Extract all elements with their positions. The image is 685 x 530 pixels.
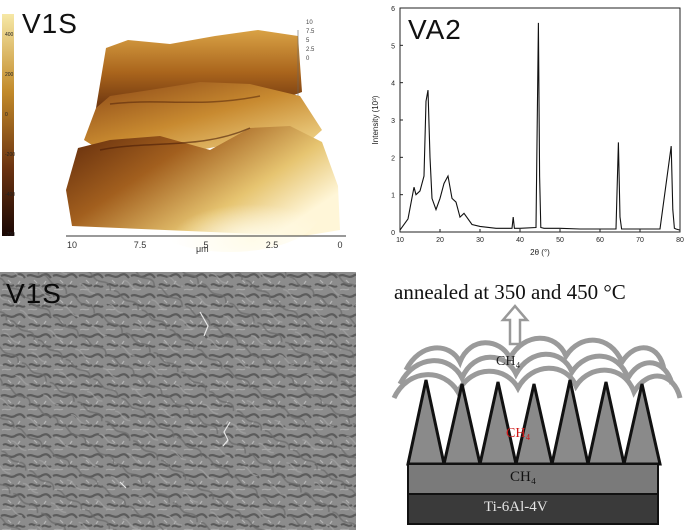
ch4-top-label: CH₄ xyxy=(496,354,521,369)
xrd-chart: 0 1 2 3 4 5 6 10 20 30 40 50 60 70 80 2θ (°) Intensity (… xyxy=(371,6,684,257)
afm-z-tick-label: 5 xyxy=(306,38,310,44)
xrd-y-tick-label: 6 xyxy=(391,6,395,13)
colorbar xyxy=(2,14,14,236)
xrd-x-tick-label: 20 xyxy=(436,237,444,244)
xrd-y-tick-label: 4 xyxy=(391,81,395,88)
afm-x-tick-label: 2.5 xyxy=(266,240,279,250)
colorbar-tick-label: 200 xyxy=(5,72,14,78)
ch4-middle-label: CH₄ xyxy=(506,426,531,441)
xrd-y-tick-label: 1 xyxy=(391,193,395,200)
afm-x-unit: μm xyxy=(196,244,209,254)
sem-sample-label: V1S xyxy=(6,278,62,309)
colorbar-tick-label: 400 xyxy=(5,32,14,38)
conical-nanostructures xyxy=(406,379,662,466)
xrd-y-axis-label: Intensity (10³) xyxy=(371,95,380,144)
afm-x-tick-label: 0 xyxy=(337,240,342,250)
up-arrow-icon xyxy=(500,304,530,346)
afm-sample-label: V1S xyxy=(22,8,78,39)
hydrogen-release-arcs xyxy=(391,335,683,400)
annealing-caption: annealed at 350 and 450 °C xyxy=(394,280,626,304)
afm-x-tick-label: 10 xyxy=(67,240,77,250)
afm-z-tick-label: 2.5 xyxy=(306,47,315,53)
xrd-y-tick-label: 5 xyxy=(391,43,395,50)
afm-z-tick-label: 0 xyxy=(306,56,310,62)
coating-schematic xyxy=(391,304,683,525)
sem-panel: V1S xyxy=(0,272,356,530)
colorbar-tick-label: -200 xyxy=(5,152,15,158)
substrate-label: Ti-6Al-4V xyxy=(484,499,548,515)
xrd-x-tick-label: 10 xyxy=(396,237,404,244)
afm-x-tick-label: 7.5 xyxy=(134,240,147,250)
xrd-x-axis-label: 2θ (°) xyxy=(530,248,550,257)
xrd-sample-label: VA2 xyxy=(408,14,462,45)
colorbar-tick-label: 0 xyxy=(5,112,8,118)
colorbar-ticks: 400 200 0 -200 -400 -750 xyxy=(5,32,15,238)
xrd-x-tick-label: 70 xyxy=(636,237,644,244)
xrd-x-tick-label: 50 xyxy=(556,237,564,244)
substrate-layer xyxy=(407,493,659,525)
ch4-layer-label: CH₄ xyxy=(510,469,537,485)
xrd-x-tick-label: 80 xyxy=(676,237,684,244)
colorbar-tick-label: -750 xyxy=(5,232,15,238)
afm-z-tick-label: 10 xyxy=(306,20,313,26)
ch4-layer xyxy=(407,463,659,495)
afm-z-tick-label: 7.5 xyxy=(306,29,315,35)
afm-x-axis-ticks: 10 7.5 5 2.5 0 xyxy=(67,240,343,250)
xrd-y-tick-label: 0 xyxy=(391,230,395,237)
afm-z-axis-ticks: 10 7.5 5 2.5 0 xyxy=(306,20,315,62)
xrd-panel: 0 1 2 3 4 5 6 10 20 30 40 50 60 70 80 2θ (°) Intensity (… xyxy=(360,0,685,262)
xrd-y-tick-label: 3 xyxy=(391,118,395,125)
afm-x-tick-label: 5 xyxy=(203,240,208,250)
sem-micrograph xyxy=(0,272,356,530)
xrd-x-tick-label: 40 xyxy=(516,237,524,244)
afm-panel: 10 7.5 5 2.5 0 10 7.5 5 2.5 0 400 200 0 -200 -400 -75… xyxy=(0,0,356,262)
schematic-panel: annealed at 350 and 450 °C CH₄ CH₄ CH₄ T… xyxy=(360,272,685,530)
colorbar-tick-label: -400 xyxy=(5,192,15,198)
xrd-x-tick-label: 60 xyxy=(596,237,604,244)
xrd-pattern-line xyxy=(399,22,681,231)
xrd-y-tick-label: 2 xyxy=(391,155,395,162)
xrd-x-tick-label: 30 xyxy=(476,237,484,244)
afm-3d-surface: 10 7.5 5 2.5 0 10 7.5 5 2.5 0 400 200 0 -200 -400 -75… xyxy=(2,14,346,252)
